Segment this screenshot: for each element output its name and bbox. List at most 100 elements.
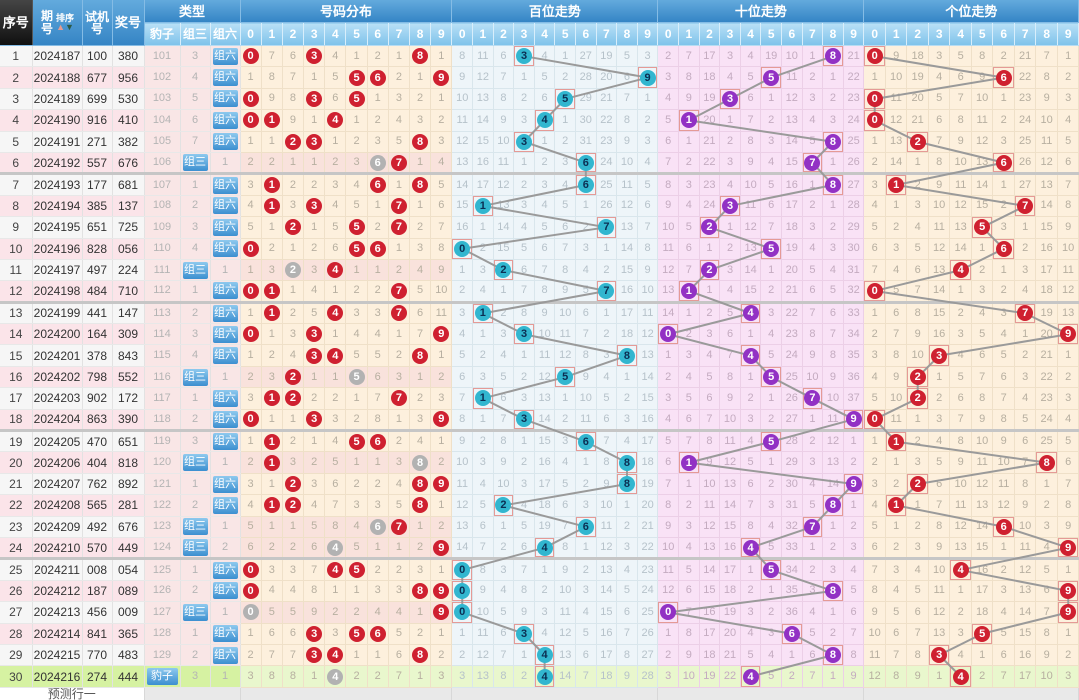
type-omission-cell: 2 (180, 195, 211, 218)
ge-cell: 19 (906, 66, 929, 89)
bai-cell: 3 (575, 238, 597, 260)
hit-circle: 0 (242, 326, 259, 343)
ge-cell: 2 (863, 323, 886, 346)
bai-cell: 8 (534, 280, 556, 304)
bai-cell: 0 (451, 238, 474, 260)
ge-cell: 11 (1057, 259, 1079, 282)
dist-cell: 9 (303, 601, 326, 624)
dist-cell: 6 (239, 537, 262, 561)
ge-cell: 12 (928, 238, 951, 260)
seq-cell: 11 (0, 259, 33, 282)
shi-cell: 7 (740, 494, 762, 517)
ge-cell: 12 (971, 131, 994, 153)
table-row: 25 2024211 008 054 125 1 组六 0 3 3 7 4 5 2 2 3 1 0 8 3 7 1 9 2 13… (0, 558, 1079, 581)
type-cell: 组六 (210, 302, 241, 325)
bai-cell: 8 (493, 88, 515, 111)
shi-cell: 10 (699, 473, 721, 496)
hit-circle: 4 (327, 668, 344, 685)
bai-cell: 15 (493, 238, 515, 260)
bai-cell: 5 (493, 366, 515, 389)
period-cell: 2024210 (32, 537, 83, 561)
hit-circle: 3 (306, 133, 323, 150)
shi-cell: 2 (760, 409, 782, 433)
ge-cell: 9 (885, 366, 908, 389)
ge-cell: 8 (906, 302, 929, 325)
bai-cell: 10 (616, 152, 638, 176)
period-label: 期号 (40, 8, 53, 36)
dist-cell: 1 (303, 216, 326, 239)
bai-cell: 1 (472, 323, 494, 346)
seq-cell: 19 (0, 430, 33, 453)
dist-cell: 1 (261, 387, 283, 410)
dist-digit-header: 1 (261, 22, 283, 46)
ge-cell: 3 (928, 344, 951, 367)
shi-cell: 2 (699, 302, 721, 325)
bai-cell: 4 (534, 644, 556, 667)
dist-cell: 3 (303, 473, 326, 496)
dist-cell: 1 (409, 152, 432, 176)
sort-asc-icon[interactable]: ▲ (56, 22, 65, 32)
bai-cell: 1 (596, 302, 618, 325)
dist-cell: 4 (324, 45, 347, 68)
period-cell: 2024191 (32, 131, 83, 153)
shi-cell: 18 (781, 216, 803, 239)
dist-cell: 1 (409, 195, 432, 218)
hit-circle: 9 (433, 539, 450, 556)
type-omission-cell: 123 (143, 516, 181, 538)
bai-cell: 4 (534, 665, 556, 688)
dist-cell: 0 (239, 323, 262, 346)
shi-cell: 10 (657, 537, 680, 561)
shi-cell: 3 (699, 323, 721, 346)
bai-cell: 6 (575, 152, 597, 176)
ge-digit-header: 0 (863, 22, 886, 46)
bai-cell: 1 (472, 387, 494, 410)
ge-cell: 16 (1014, 644, 1037, 667)
dist-cell: 3 (409, 109, 432, 132)
dist-cell: 3 (303, 45, 326, 68)
bai-cell: 1 (513, 430, 535, 453)
shi-cell: 1 (802, 409, 824, 433)
dist-cell: 3 (303, 88, 326, 111)
hit-circle: 6 (783, 625, 800, 642)
ge-cell: 2 (906, 516, 929, 538)
hit-circle: 2 (701, 219, 718, 236)
dist-cell: 1 (261, 216, 283, 239)
ge-cell: 9 (885, 45, 908, 68)
bai-cell: 6 (575, 173, 597, 196)
sort-control[interactable]: 排序 ▲▼ (56, 13, 74, 32)
hit-circle: 8 (618, 454, 635, 471)
period-cell: 2024200 (32, 323, 83, 346)
shi-cell: 1 (843, 494, 865, 517)
shi-cell: 4 (843, 558, 865, 581)
shi-cell: 7 (678, 45, 700, 68)
seq-cell: 9 (0, 216, 33, 239)
ge-cell: 8 (992, 409, 1015, 433)
table-row: 29 2024215 770 483 129 2 组六 2 7 7 3 4 1 1 6 8 2 2 12 7 1 4 13 6… (0, 644, 1079, 667)
bai-cell: 5 (513, 238, 535, 260)
hit-circle: 1 (888, 433, 905, 450)
type-omission-cell: 129 (143, 644, 181, 667)
type-omission-cell: 1 (210, 259, 241, 282)
shi-cell: 29 (843, 216, 865, 239)
hit-circle: 8 (412, 476, 429, 492)
shi-cell: 9 (843, 665, 865, 688)
type-cell: 组六 (210, 45, 241, 68)
shi-cell: 4 (657, 88, 680, 111)
ge-cell: 3 (928, 45, 951, 68)
type-badge: 组三 (182, 261, 208, 279)
dist-cell: 6 (324, 88, 347, 111)
test-number-cell: 863 (82, 409, 113, 433)
ge-cell: 11 (1035, 131, 1058, 153)
bai-cell: 12 (637, 323, 659, 346)
dist-cell: 1 (239, 302, 262, 325)
ge-cell: 2 (885, 537, 908, 561)
dist-cell: 5 (345, 558, 368, 581)
shi-cell: 2 (657, 366, 680, 389)
ge-cell: 4 (971, 302, 994, 325)
shi-cell: 2 (740, 580, 762, 603)
type-omission-cell: 1 (210, 366, 241, 389)
bai-cell: 6 (575, 516, 597, 538)
hit-circle: 9 (639, 69, 656, 86)
dist-cell: 1 (239, 66, 262, 89)
sort-desc-icon[interactable]: ▼ (64, 22, 74, 32)
